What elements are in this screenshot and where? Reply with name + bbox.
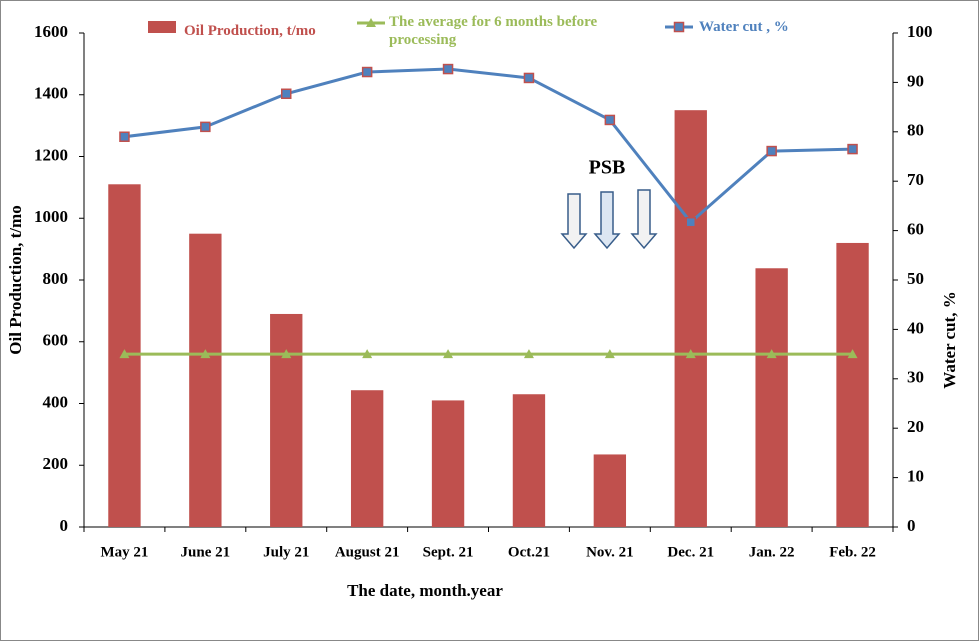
marker [200, 349, 211, 359]
y-tick-label: 400 [43, 392, 69, 411]
marker [362, 349, 373, 359]
marker [281, 349, 292, 359]
marker [443, 349, 454, 359]
marker [361, 66, 373, 78]
line [124, 67, 853, 225]
x-tick-label: Jan. 22 [749, 544, 795, 560]
bar [593, 454, 627, 527]
legend-label: The average for 6 months before processi… [389, 14, 598, 48]
y2-tick-label: 90 [907, 71, 924, 90]
x-tick-label: Oct.21 [508, 544, 550, 560]
arrow [630, 189, 658, 250]
y2-tick-label: 40 [907, 318, 924, 337]
bar [189, 233, 222, 527]
bar [674, 110, 707, 527]
y-tick-label: 0 [60, 516, 69, 535]
marker [847, 143, 858, 155]
marker [766, 145, 777, 157]
y2-tick-label: 60 [907, 220, 924, 239]
marker [281, 88, 292, 100]
bar [270, 313, 303, 527]
psb-arrows [560, 189, 658, 250]
y-tick-label: 800 [43, 269, 69, 288]
y2-axis-title: Water cut, % [940, 291, 959, 388]
marker [523, 72, 535, 84]
bar [836, 242, 869, 527]
y2-tick-label: 70 [907, 170, 924, 189]
x-tick-label: June 21 [181, 544, 231, 560]
y2-tick-label: 80 [907, 121, 924, 140]
y-tick-label: 200 [43, 454, 69, 473]
legend-swatch [148, 21, 176, 33]
marker [685, 349, 696, 359]
arrow [593, 191, 621, 250]
marker [604, 349, 615, 359]
marker [523, 349, 534, 359]
bar [512, 394, 546, 527]
arrow [560, 193, 588, 250]
legend-item: Water cut , % [699, 19, 789, 35]
y-tick-label: 1600 [34, 22, 68, 41]
bar [431, 400, 465, 527]
y-tick-label: 600 [43, 331, 69, 350]
marker [200, 121, 211, 133]
legend-marker [366, 18, 376, 27]
y2-tick-label: 50 [907, 269, 924, 288]
y2-tick-label: 100 [907, 22, 933, 41]
x-tick-label: Dec. 21 [667, 544, 714, 560]
legend-label: Oil Production, t/mo [184, 23, 316, 39]
marker [766, 349, 777, 359]
x-tick-label: Sept. 21 [423, 544, 474, 560]
x-tick-label: Nov. 21 [586, 544, 634, 560]
x-axis-title: The date, month.year [347, 581, 503, 600]
x-tick-label: August 21 [335, 544, 400, 560]
y-tick-label: 1000 [34, 207, 68, 226]
legend-item: The average for 6 months before processi… [389, 14, 598, 48]
bar [350, 390, 384, 527]
y2-tick-label: 10 [907, 467, 924, 486]
marker [442, 63, 454, 75]
marker [604, 114, 616, 126]
marker [119, 131, 130, 142]
marker [685, 216, 696, 228]
y2-tick-label: 20 [907, 417, 924, 436]
y-axis-title: Oil Production, t/mo [6, 205, 25, 354]
legend-item: Oil Production, t/mo [184, 23, 316, 39]
y-tick-label: 1200 [34, 145, 68, 164]
legend-label: Water cut , % [699, 19, 789, 35]
legend-marker [673, 21, 685, 33]
y-tick-label: 1400 [34, 84, 68, 103]
marker [119, 349, 130, 359]
x-tick-label: May 21 [100, 544, 148, 560]
x-tick-label: Feb. 22 [829, 544, 876, 560]
annotation: PSB [589, 157, 626, 179]
marker [847, 349, 858, 359]
bar [755, 268, 788, 527]
x-tick-label: July 21 [263, 544, 309, 560]
y2-tick-label: 30 [907, 368, 924, 387]
y2-tick-label: 0 [907, 516, 916, 535]
